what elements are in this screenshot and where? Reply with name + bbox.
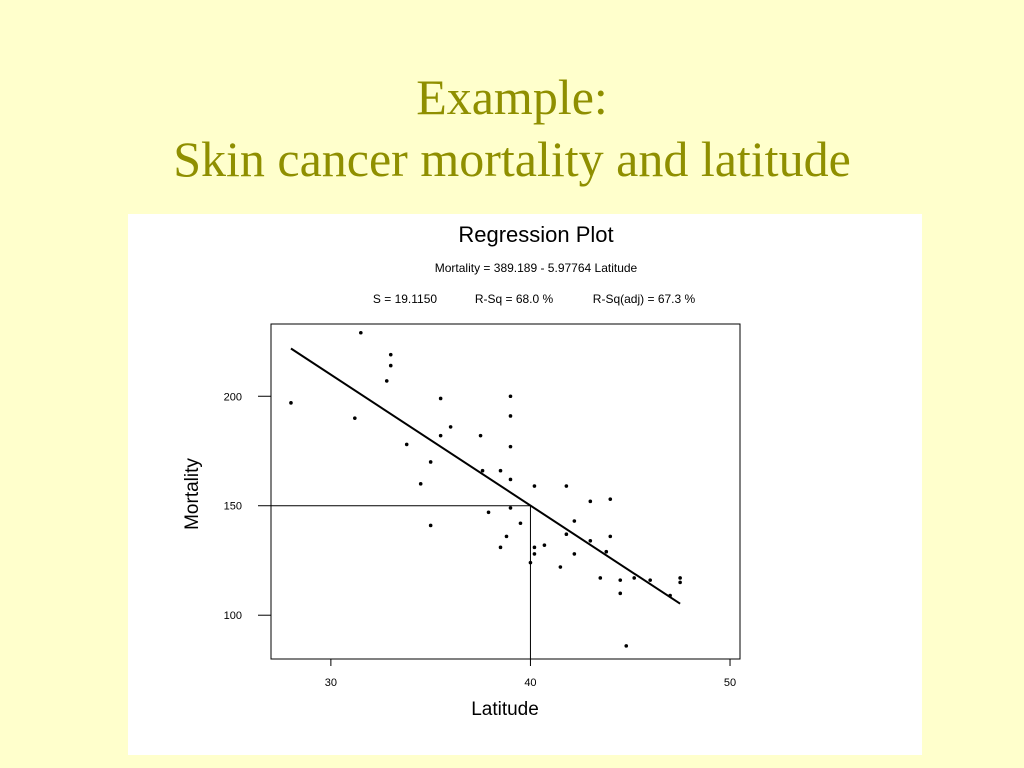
stat-r-sq-adj: R-Sq(adj) = 67.3 %	[593, 292, 696, 306]
x-tick-label: 40	[524, 677, 536, 689]
x-axis-label: Latitude	[471, 699, 539, 720]
data-point	[428, 523, 433, 528]
data-point	[528, 560, 533, 565]
slide-title-line-1: Example:	[416, 69, 608, 125]
data-point	[508, 477, 513, 482]
data-point	[558, 565, 563, 569]
data-point	[604, 549, 609, 554]
data-point	[532, 552, 537, 556]
data-point	[498, 468, 503, 473]
data-point	[289, 401, 293, 405]
data-point	[618, 591, 623, 596]
stat-s: S = 19.1150	[373, 292, 437, 306]
data-point	[678, 576, 682, 580]
data-point	[508, 414, 513, 418]
data-point	[498, 545, 503, 550]
x-axis: 30 40 50	[325, 659, 736, 689]
data-point	[532, 545, 537, 550]
data-point	[438, 396, 443, 401]
data-point	[353, 416, 357, 420]
data-point	[598, 576, 603, 580]
data-point	[608, 497, 613, 501]
data-point	[564, 484, 569, 488]
x-tick-label: 50	[724, 677, 736, 689]
data-point	[618, 578, 623, 582]
data-point	[448, 425, 453, 429]
data-point	[572, 552, 577, 556]
data-point	[388, 352, 393, 357]
stat-r-sq: R-Sq = 68.0 %	[475, 292, 554, 306]
data-point	[542, 543, 547, 547]
data-point	[404, 442, 409, 447]
data-point	[518, 521, 523, 526]
data-point	[388, 363, 393, 368]
data-point	[384, 379, 389, 383]
y-axis: 100 150 200	[224, 391, 271, 622]
data-point	[564, 532, 569, 536]
y-tick-label: 100	[224, 610, 242, 622]
data-point	[668, 593, 672, 598]
data-point	[438, 433, 443, 438]
data-point	[608, 534, 613, 539]
data-point	[508, 444, 513, 449]
data-point	[648, 578, 652, 582]
data-point	[624, 644, 629, 648]
data-point	[478, 433, 483, 438]
plot-frame	[270, 323, 741, 660]
guide-lines	[271, 505, 531, 659]
slide-title: Example: Skin cancer mortality and latit…	[0, 66, 1024, 190]
data-point	[504, 534, 509, 539]
y-axis-label: Mortality	[182, 458, 203, 530]
data-point	[508, 394, 513, 399]
data-point	[359, 330, 363, 335]
data-point	[532, 484, 537, 488]
x-tick-label: 30	[325, 677, 337, 689]
y-tick-label: 150	[224, 501, 242, 513]
data-point	[588, 499, 593, 504]
data-point	[480, 468, 485, 473]
data-point	[678, 580, 682, 585]
data-point	[418, 482, 423, 486]
fit-line	[290, 347, 681, 605]
data-points	[289, 330, 682, 648]
regression-equation: Mortality = 389.189 - 5.97764 Latitude	[435, 261, 638, 275]
data-point	[486, 510, 491, 515]
slide-title-line-2: Skin cancer mortality and latitude	[173, 131, 851, 187]
fit-line-group	[290, 347, 681, 605]
regression-plot: Regression Plot Mortality = 389.189 - 5.…	[182, 222, 741, 720]
data-point	[428, 460, 433, 464]
y-tick-label: 200	[224, 391, 242, 403]
regression-plot-panel: Regression Plot Mortality = 389.189 - 5.…	[128, 214, 922, 755]
chart-title: Regression Plot	[458, 222, 613, 247]
data-point	[632, 576, 637, 580]
data-point	[572, 519, 577, 523]
data-point	[588, 538, 593, 543]
data-point	[508, 506, 513, 510]
